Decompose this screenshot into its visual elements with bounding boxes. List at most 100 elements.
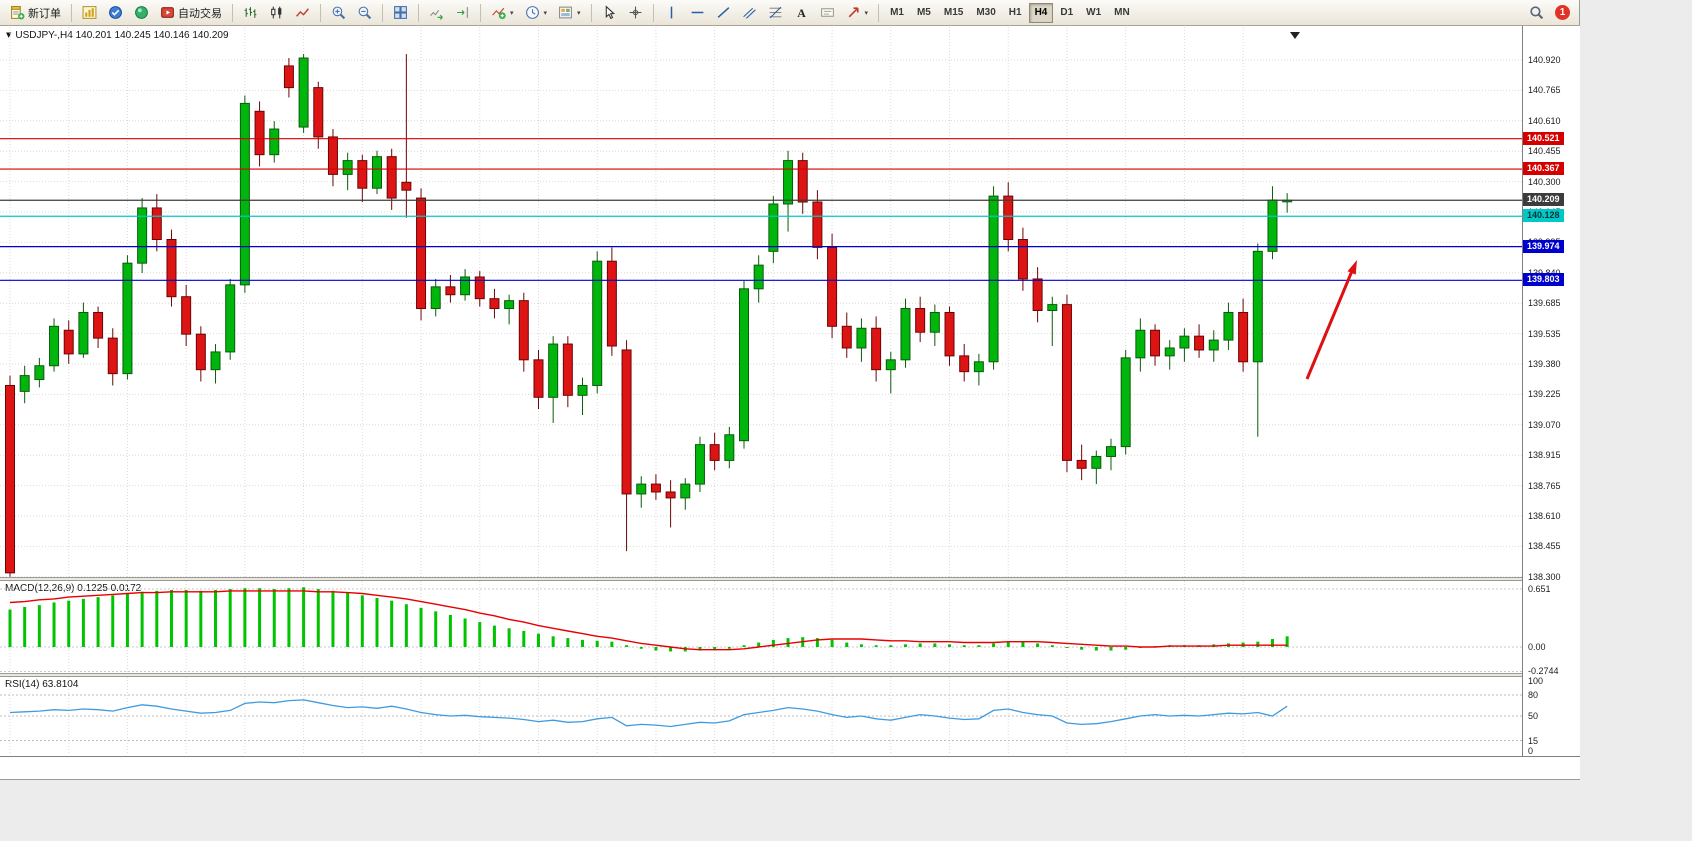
cursor-button[interactable] xyxy=(597,2,622,24)
dropdown-arrow-icon: ▾ xyxy=(577,8,581,17)
candle xyxy=(988,186,999,370)
candle xyxy=(577,377,588,416)
candle-body xyxy=(518,300,529,361)
candle xyxy=(298,54,309,133)
chart-shift-button[interactable] xyxy=(450,2,475,24)
candle xyxy=(856,318,867,362)
text-label-button[interactable] xyxy=(815,2,840,24)
trendline-button[interactable] xyxy=(711,2,736,24)
toolbar-separator xyxy=(71,3,72,22)
macd-histogram-bar xyxy=(111,595,115,647)
main-chart-panel[interactable] xyxy=(0,27,1522,577)
rsi-panel[interactable] xyxy=(0,677,1522,755)
arrow-annotation[interactable] xyxy=(1305,260,1357,380)
macd-histogram-bar xyxy=(287,588,291,647)
candle-body xyxy=(827,246,838,327)
timeframe-MN-button[interactable]: MN xyxy=(1114,7,1130,18)
fibonacci-button[interactable] xyxy=(763,2,788,24)
macd-histogram-bar xyxy=(507,628,511,647)
timeframe-W1-button[interactable]: W1 xyxy=(1086,7,1102,18)
candle xyxy=(680,478,691,510)
autotrading-button[interactable]: 自动交易 xyxy=(155,2,227,24)
timeframe-H4-button[interactable]: H4 xyxy=(1028,2,1054,23)
line-mode-button[interactable] xyxy=(290,2,315,24)
price-tick-label: 139.380 xyxy=(1528,359,1561,369)
chart-window[interactable]: ▼ USDJPY-,H4 140.201 140.245 140.146 140.… xyxy=(0,26,1580,779)
zoom-in-button[interactable] xyxy=(326,2,351,24)
search-button[interactable] xyxy=(1524,2,1549,24)
autotrading-label: 自动交易 xyxy=(178,7,222,20)
candle xyxy=(739,280,749,449)
candle xyxy=(1135,318,1146,372)
rsi-scale-label: 50 xyxy=(1528,711,1539,721)
timeframe-H1-button[interactable]: H1 xyxy=(1008,7,1022,18)
equidistant-channel-button[interactable] xyxy=(737,2,762,24)
candle-body xyxy=(665,491,676,499)
arrows-button[interactable]: ▾ xyxy=(841,2,874,24)
zoom-out-button[interactable] xyxy=(352,2,377,24)
templates-button[interactable]: ▾ xyxy=(553,2,586,24)
candle xyxy=(533,349,544,410)
candle-body xyxy=(372,156,382,189)
candle-body xyxy=(357,160,368,189)
candle-body xyxy=(812,201,823,248)
tile-windows-button[interactable] xyxy=(388,2,413,24)
crosshair-icon xyxy=(628,5,643,20)
toolbar-separator xyxy=(480,3,481,22)
bars-mode-button[interactable] xyxy=(238,2,263,24)
timeframe-M1-button[interactable]: M1 xyxy=(890,7,904,18)
candle xyxy=(460,269,471,301)
candle xyxy=(151,194,162,252)
timeframe-M15-button[interactable]: M15 xyxy=(943,7,964,18)
periods-button[interactable]: ▾ xyxy=(520,2,553,24)
toolbar-right-group: 1 xyxy=(1524,2,1574,24)
panel-divider[interactable] xyxy=(0,577,1580,581)
macd-histogram-bar xyxy=(258,588,262,647)
timeframe-M30-button[interactable]: M30 xyxy=(976,7,996,18)
time-axis[interactable]: 24 May 202325 May 04:0025 May 20:0026 Ma… xyxy=(0,756,1580,779)
candle xyxy=(1282,193,1293,213)
macd-histogram-bar xyxy=(536,633,540,647)
macd-histogram-bar xyxy=(918,643,922,647)
indicators-button[interactable]: ▾ xyxy=(486,2,519,24)
candle xyxy=(1076,444,1087,481)
market-watch-button[interactable] xyxy=(103,2,128,24)
price-tick-label: 139.225 xyxy=(1528,389,1561,400)
text-button[interactable]: A xyxy=(789,2,814,24)
panel-divider[interactable] xyxy=(0,673,1580,677)
price-level-badge: 140.128 xyxy=(1523,209,1564,223)
candle xyxy=(504,294,515,325)
crosshair-button[interactable] xyxy=(623,2,648,24)
charts-button[interactable] xyxy=(77,2,102,24)
price-axis[interactable] xyxy=(1522,26,1580,756)
macd-histogram-bar xyxy=(1021,641,1025,647)
auto-scroll-button[interactable] xyxy=(424,2,449,24)
chart-expand-icon[interactable]: ▼ xyxy=(6,31,12,39)
vertical-line-button[interactable] xyxy=(659,2,684,24)
macd-histogram-bar xyxy=(669,647,673,652)
price-tick-label: 139.685 xyxy=(1528,298,1561,309)
candles-series xyxy=(5,54,1293,577)
timeframe-M5-button[interactable]: M5 xyxy=(916,7,931,18)
notification-badge[interactable]: 1 xyxy=(1555,5,1570,20)
candle-body xyxy=(1106,446,1116,457)
candle-body xyxy=(107,337,118,375)
price-level-badge: 139.974 xyxy=(1523,239,1564,253)
new-order-button[interactable]: 新订单 xyxy=(5,2,66,24)
toolbar-separator xyxy=(382,3,383,22)
candle xyxy=(107,328,118,386)
zoom-in-icon xyxy=(331,5,346,20)
chart-shift-marker-icon[interactable] xyxy=(1290,32,1300,39)
candle xyxy=(636,476,647,508)
macd-histogram-bar xyxy=(1050,645,1054,647)
candles-mode-button[interactable] xyxy=(264,2,289,24)
horizontal-line-button[interactable] xyxy=(685,2,710,24)
candle-body xyxy=(504,300,515,310)
macd-histogram-bar xyxy=(654,647,658,651)
candle-body xyxy=(841,325,852,349)
candle xyxy=(416,188,427,321)
macd-panel[interactable] xyxy=(0,581,1522,673)
navigator-button[interactable] xyxy=(129,2,154,24)
macd-histogram-bar xyxy=(448,614,452,647)
timeframe-D1-button[interactable]: D1 xyxy=(1060,7,1074,18)
